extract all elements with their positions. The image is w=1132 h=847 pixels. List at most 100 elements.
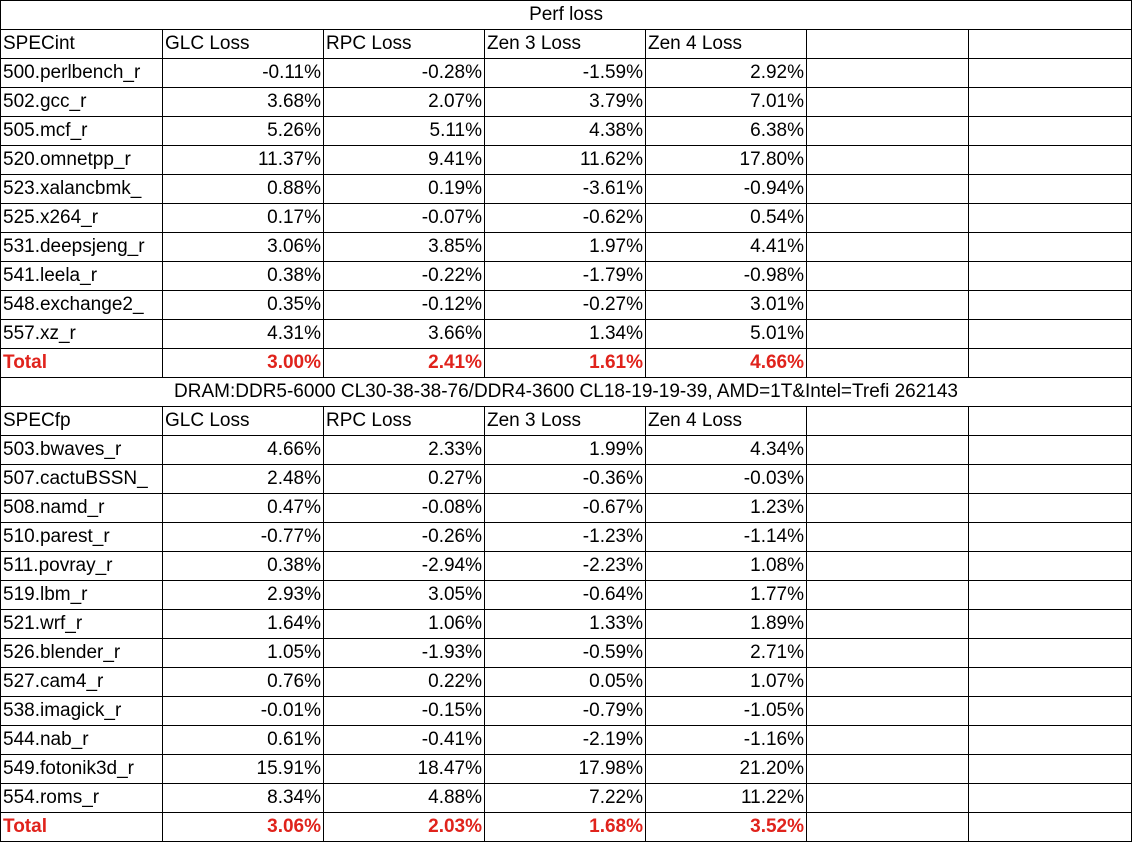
benchmark-name-cell[interactable]: 544.nab_r — [0, 725, 163, 755]
glc-loss-cell[interactable]: 0.88% — [162, 174, 324, 204]
benchmark-name-cell[interactable]: Total — [0, 348, 163, 378]
empty-cell[interactable] — [967, 812, 1132, 842]
dram-note[interactable]: DRAM:DDR5-6000 CL30-38-38-76/DDR4-3600 C… — [0, 377, 1132, 407]
empty-cell[interactable] — [967, 783, 1132, 813]
empty-cell[interactable] — [967, 522, 1132, 552]
empty-cell[interactable] — [806, 261, 969, 291]
empty-cell[interactable] — [967, 696, 1132, 726]
fp-header-cell[interactable]: Zen 3 Loss — [484, 406, 646, 436]
empty-cell[interactable] — [967, 580, 1132, 610]
empty-cell[interactable] — [967, 754, 1132, 784]
zen3-loss-cell[interactable]: -0.67% — [484, 493, 646, 523]
rpc-loss-cell[interactable]: 0.22% — [323, 667, 485, 697]
benchmark-name-cell[interactable]: 505.mcf_r — [0, 116, 163, 146]
rpc-loss-cell[interactable]: -0.15% — [323, 696, 485, 726]
rpc-loss-cell[interactable]: 18.47% — [323, 754, 485, 784]
empty-cell[interactable] — [967, 290, 1132, 320]
empty-cell[interactable] — [967, 261, 1132, 291]
zen4-loss-cell[interactable]: 3.01% — [645, 290, 807, 320]
empty-cell[interactable] — [806, 58, 969, 88]
benchmark-name-cell[interactable]: 549.fotonik3d_r — [0, 754, 163, 784]
empty-cell[interactable] — [806, 145, 969, 175]
int-header-cell[interactable]: Zen 4 Loss — [645, 29, 807, 59]
fp-header-cell[interactable]: GLC Loss — [162, 406, 324, 436]
empty-cell[interactable] — [806, 290, 969, 320]
zen3-loss-cell[interactable]: -0.64% — [484, 580, 646, 610]
zen3-loss-cell[interactable]: 0.05% — [484, 667, 646, 697]
empty-cell[interactable] — [806, 551, 969, 581]
glc-loss-cell[interactable]: 3.68% — [162, 87, 324, 117]
glc-loss-cell[interactable]: 3.06% — [162, 232, 324, 262]
int-header-cell[interactable]: Zen 3 Loss — [484, 29, 646, 59]
glc-loss-cell[interactable]: 1.64% — [162, 609, 324, 639]
zen4-loss-cell[interactable]: 2.71% — [645, 638, 807, 668]
glc-loss-cell[interactable]: -0.11% — [162, 58, 324, 88]
glc-loss-cell[interactable]: 2.48% — [162, 464, 324, 494]
zen3-loss-cell[interactable]: -1.79% — [484, 261, 646, 291]
zen3-loss-cell[interactable]: 1.34% — [484, 319, 646, 349]
empty-cell[interactable] — [806, 348, 969, 378]
zen3-loss-cell[interactable]: -2.19% — [484, 725, 646, 755]
rpc-loss-cell[interactable]: -0.12% — [323, 290, 485, 320]
empty-cell[interactable] — [806, 29, 969, 59]
rpc-loss-cell[interactable]: 9.41% — [323, 145, 485, 175]
empty-cell[interactable] — [806, 116, 969, 146]
zen3-loss-cell[interactable]: 7.22% — [484, 783, 646, 813]
empty-cell[interactable] — [967, 609, 1132, 639]
rpc-loss-cell[interactable]: 3.05% — [323, 580, 485, 610]
zen4-loss-cell[interactable]: 6.38% — [645, 116, 807, 146]
benchmark-name-cell[interactable]: 507.cactuBSSN_ — [0, 464, 163, 494]
benchmark-name-cell[interactable]: 554.roms_r — [0, 783, 163, 813]
zen4-loss-cell[interactable]: -1.05% — [645, 696, 807, 726]
rpc-loss-cell[interactable]: 3.66% — [323, 319, 485, 349]
zen4-loss-cell[interactable]: 1.89% — [645, 609, 807, 639]
zen3-loss-cell[interactable]: -0.27% — [484, 290, 646, 320]
empty-cell[interactable] — [967, 87, 1132, 117]
empty-cell[interactable] — [806, 580, 969, 610]
benchmark-name-cell[interactable]: 527.cam4_r — [0, 667, 163, 697]
empty-cell[interactable] — [967, 406, 1132, 436]
glc-loss-cell[interactable]: 1.05% — [162, 638, 324, 668]
zen4-loss-cell[interactable]: -1.14% — [645, 522, 807, 552]
zen3-loss-cell[interactable]: -0.59% — [484, 638, 646, 668]
empty-cell[interactable] — [967, 116, 1132, 146]
zen3-loss-cell[interactable]: -0.36% — [484, 464, 646, 494]
benchmark-name-cell[interactable]: 557.xz_r — [0, 319, 163, 349]
zen3-loss-cell[interactable]: 1.97% — [484, 232, 646, 262]
zen3-loss-cell[interactable]: -0.79% — [484, 696, 646, 726]
sheet-title[interactable]: Perf loss — [0, 0, 1132, 30]
glc-loss-cell[interactable]: 0.17% — [162, 203, 324, 233]
zen4-loss-cell[interactable]: 5.01% — [645, 319, 807, 349]
rpc-loss-cell[interactable]: -0.07% — [323, 203, 485, 233]
empty-cell[interactable] — [806, 203, 969, 233]
zen3-loss-cell[interactable]: 4.38% — [484, 116, 646, 146]
zen3-loss-cell[interactable]: -1.59% — [484, 58, 646, 88]
zen4-loss-cell[interactable]: 3.52% — [645, 812, 807, 842]
empty-cell[interactable] — [806, 812, 969, 842]
fp-header-cell[interactable]: Zen 4 Loss — [645, 406, 807, 436]
int-header-cell[interactable]: GLC Loss — [162, 29, 324, 59]
empty-cell[interactable] — [806, 87, 969, 117]
rpc-loss-cell[interactable]: -0.08% — [323, 493, 485, 523]
empty-cell[interactable] — [967, 29, 1132, 59]
benchmark-name-cell[interactable]: 538.imagick_r — [0, 696, 163, 726]
zen4-loss-cell[interactable]: 1.77% — [645, 580, 807, 610]
benchmark-name-cell[interactable]: 526.blender_r — [0, 638, 163, 668]
rpc-loss-cell[interactable]: -1.93% — [323, 638, 485, 668]
rpc-loss-cell[interactable]: 0.27% — [323, 464, 485, 494]
glc-loss-cell[interactable]: 5.26% — [162, 116, 324, 146]
rpc-loss-cell[interactable]: 4.88% — [323, 783, 485, 813]
benchmark-name-cell[interactable]: 541.leela_r — [0, 261, 163, 291]
empty-cell[interactable] — [806, 638, 969, 668]
rpc-loss-cell[interactable]: -0.22% — [323, 261, 485, 291]
empty-cell[interactable] — [967, 435, 1132, 465]
glc-loss-cell[interactable]: 4.31% — [162, 319, 324, 349]
empty-cell[interactable] — [806, 493, 969, 523]
empty-cell[interactable] — [806, 725, 969, 755]
empty-cell[interactable] — [806, 667, 969, 697]
empty-cell[interactable] — [967, 464, 1132, 494]
zen3-loss-cell[interactable]: -3.61% — [484, 174, 646, 204]
benchmark-name-cell[interactable]: 502.gcc_r — [0, 87, 163, 117]
empty-cell[interactable] — [967, 667, 1132, 697]
glc-loss-cell[interactable]: 15.91% — [162, 754, 324, 784]
